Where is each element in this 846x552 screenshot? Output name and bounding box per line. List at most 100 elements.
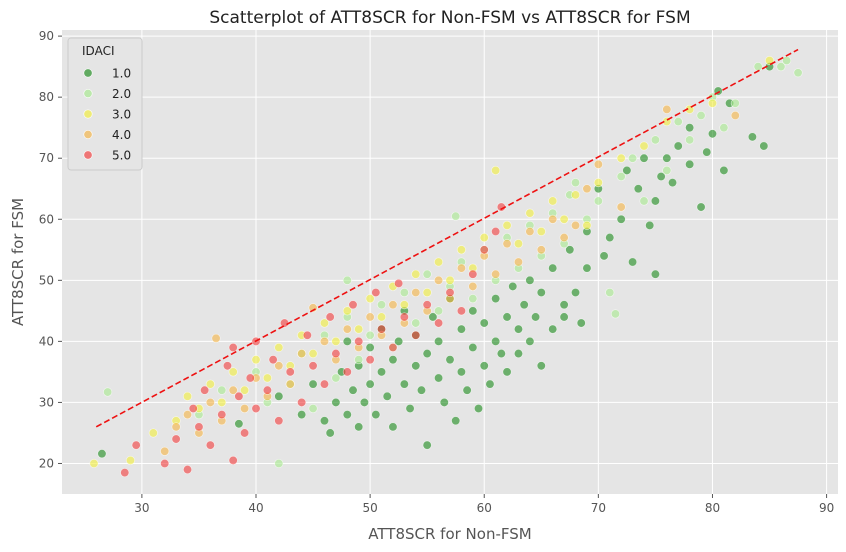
y-tick-label: 80 xyxy=(39,90,54,104)
scatter-point xyxy=(354,336,364,346)
scatter-point xyxy=(685,123,695,133)
scatter-point xyxy=(445,355,455,365)
scatter-point xyxy=(616,153,626,163)
scatter-point xyxy=(565,245,575,255)
x-tick-label: 80 xyxy=(705,501,720,515)
scatter-point xyxy=(205,397,215,407)
y-axis-label: ATT8SCR for FSM xyxy=(9,198,27,326)
scatter-point xyxy=(571,220,581,230)
scatter-point xyxy=(240,404,250,414)
scatter-point xyxy=(628,153,638,163)
y-tick-label: 20 xyxy=(39,456,54,470)
scatter-point xyxy=(331,397,341,407)
scatter-point xyxy=(388,355,398,365)
scatter-point xyxy=(673,117,683,127)
scatter-point xyxy=(616,214,626,224)
scatter-point xyxy=(707,98,717,108)
scatter-point xyxy=(319,416,329,426)
scatter-point xyxy=(228,342,238,352)
scatter-point xyxy=(222,361,232,371)
scatter-point xyxy=(365,355,375,365)
scatter-point xyxy=(474,404,484,414)
scatter-point xyxy=(348,385,358,395)
scatter-point xyxy=(342,410,352,420)
scatter-point xyxy=(456,306,466,316)
scatter-point xyxy=(662,104,672,114)
legend-marker xyxy=(83,89,93,99)
scatter-point xyxy=(354,355,364,365)
scatter-point xyxy=(548,214,558,224)
scatter-point xyxy=(525,275,535,285)
scatter-point xyxy=(656,172,666,182)
x-tick-label: 60 xyxy=(477,501,492,515)
scatter-point xyxy=(456,367,466,377)
scatter-point xyxy=(445,275,455,285)
scatter-point xyxy=(479,361,489,371)
scatter-point xyxy=(559,300,569,310)
scatter-point xyxy=(434,336,444,346)
scatter-point xyxy=(354,422,364,432)
scatter-point xyxy=(405,404,415,414)
scatter-point xyxy=(365,330,375,340)
scatter-point xyxy=(605,233,615,243)
scatter-point xyxy=(194,422,204,432)
reference-line-group xyxy=(95,48,799,428)
scatter-point xyxy=(468,294,478,304)
scatter-point xyxy=(331,336,341,346)
scatter-point xyxy=(274,416,284,426)
scatter-point xyxy=(274,361,284,371)
scatter-point xyxy=(456,245,466,255)
scatter-point xyxy=(388,422,398,432)
scatter-point xyxy=(559,214,569,224)
scatter-point xyxy=(485,379,495,389)
scatter-point xyxy=(650,196,660,206)
scatter-point xyxy=(200,385,210,395)
scatter-point xyxy=(388,342,398,352)
scatter-point xyxy=(354,324,364,334)
scatter-point xyxy=(502,239,512,249)
scatter-point xyxy=(650,269,660,279)
legend-marker xyxy=(83,150,93,160)
scatter-point xyxy=(793,68,803,78)
scatter-point xyxy=(719,165,729,175)
scatter-point xyxy=(365,342,375,352)
scatter-point xyxy=(183,410,193,420)
scatter-point xyxy=(456,263,466,273)
legend: IDACI 1.0 2.0 3.0 4.0 5.0 xyxy=(67,37,143,171)
scatter-point xyxy=(228,367,238,377)
scatter-point xyxy=(513,239,523,249)
scatter-point xyxy=(582,184,592,194)
scatter-point xyxy=(211,333,221,343)
scatter-point xyxy=(650,135,660,145)
scatter-point xyxy=(302,330,312,340)
scatter-point xyxy=(491,165,501,175)
legend-label: 2.0 xyxy=(112,87,131,101)
scatter-point xyxy=(536,288,546,298)
scatter-point xyxy=(536,245,546,255)
scatter-point xyxy=(696,202,706,212)
scatter-point xyxy=(280,318,290,328)
scatter-point xyxy=(382,391,392,401)
scatter-point xyxy=(525,226,535,236)
scatter-point xyxy=(456,324,466,334)
scatter-point xyxy=(479,233,489,243)
scatter-point xyxy=(468,306,478,316)
data-points xyxy=(89,56,803,478)
scatter-point xyxy=(103,387,113,397)
scatter-point xyxy=(245,373,255,383)
scatter-point xyxy=(730,110,740,120)
scatter-point xyxy=(377,367,387,377)
scatter-point xyxy=(548,324,558,334)
scatter-point xyxy=(685,135,695,145)
chart-title: Scatterplot of ATT8SCR for Non-FSM vs AT… xyxy=(209,8,690,28)
scatter-point xyxy=(268,355,278,365)
legend-label: 5.0 xyxy=(112,149,131,163)
legend-label: 3.0 xyxy=(112,108,131,122)
scatter-point xyxy=(468,281,478,291)
scatter-point xyxy=(365,379,375,389)
scatter-point xyxy=(365,294,375,304)
scatter-point xyxy=(502,220,512,230)
scatter-point xyxy=(297,410,307,420)
scatter-point xyxy=(240,428,250,438)
